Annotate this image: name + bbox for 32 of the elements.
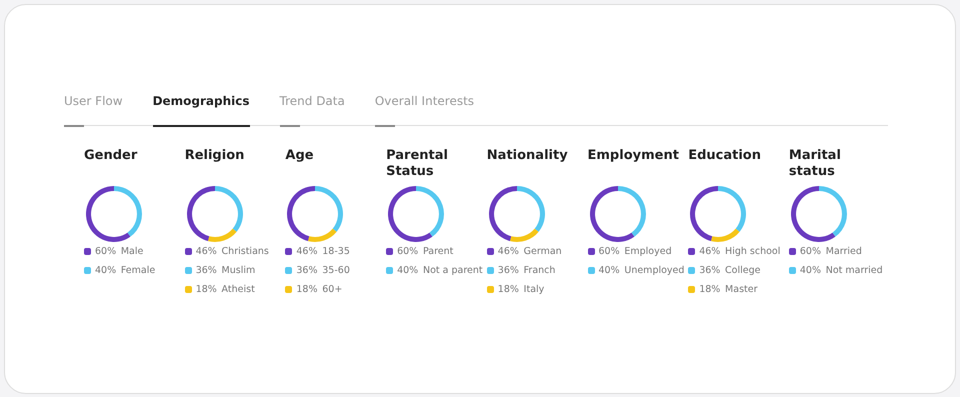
legend-label: 40% Not a parent (397, 265, 483, 277)
text: User Flow (64, 94, 123, 108)
legend-label: 60% Male (95, 246, 144, 258)
legend-label: 18% 60+ (296, 284, 342, 296)
legend-label: 40% Not married (800, 265, 883, 277)
legend-label: 46% German (498, 246, 562, 258)
legend-label: 36% Muslim (196, 265, 256, 277)
chart-title: Age (285, 148, 315, 165)
legend-label: 18% Atheist (196, 284, 255, 296)
chart-title: Nationality (486, 148, 569, 165)
legend-label: 60% Employed (598, 246, 672, 258)
chart-title: Employment (588, 148, 680, 165)
legend-label: 46% Christians (196, 246, 269, 258)
legend-label: 46% 18-35 (296, 246, 350, 258)
legend-label: 40% Unemployed (598, 265, 684, 277)
chart-title: Religion (184, 148, 246, 165)
legend-label: 46% High school (699, 246, 780, 258)
legend-label: 18% Italy (498, 284, 544, 296)
legend-label: 36% 35-60 (296, 265, 350, 277)
chart-title: Marital status (788, 148, 842, 181)
chart-title: Gender (84, 148, 138, 165)
legend-label: 60% Parent (397, 246, 454, 258)
text: Overall Interests (374, 94, 474, 108)
legend-label: 36% Franch (498, 265, 556, 277)
legend-label: 18% Master (699, 284, 758, 296)
legend-label: 36% College (699, 265, 760, 277)
chart-title: Education (688, 148, 762, 165)
text: Demographics (152, 94, 250, 108)
chart-title: Parental Status (386, 148, 449, 181)
text: Trend Data (280, 94, 345, 108)
legend-label: 60% Married (800, 246, 862, 258)
legend-label: 40% Female (95, 265, 156, 277)
